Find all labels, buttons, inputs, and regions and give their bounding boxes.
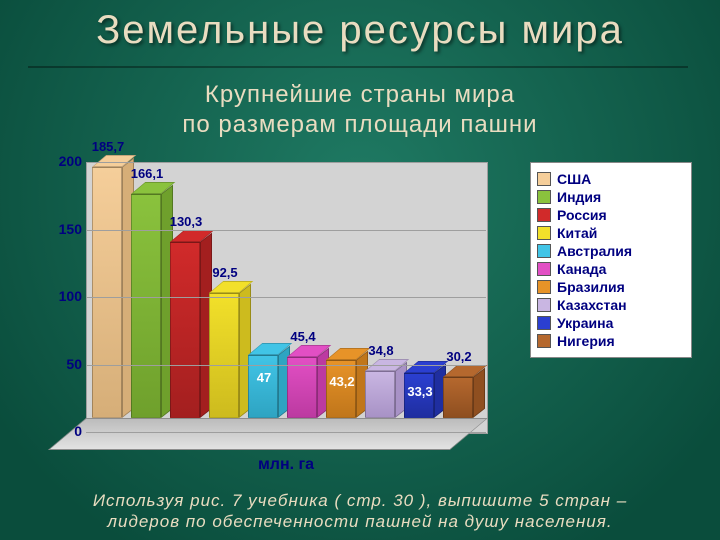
legend-label: Китай <box>557 225 597 241</box>
bar-chart: 185,7166,1130,392,54745,443,234,833,330,… <box>24 156 696 486</box>
bar-value-label: 92,5 <box>195 265 255 280</box>
legend-label: Индия <box>557 189 601 205</box>
footer-note: Используя рис. 7 учебника ( стр. 30 ), в… <box>0 490 720 533</box>
bar-value-label: 130,3 <box>156 214 216 229</box>
legend-swatch <box>537 316 551 330</box>
subtitle-line2: по размерам площади пашни <box>182 111 537 138</box>
legend-swatch <box>537 226 551 240</box>
bar-value-label: 33,3 <box>390 384 450 399</box>
legend-label: Бразилия <box>557 279 625 295</box>
bar-8: 33,3 <box>404 373 434 418</box>
legend-item: Индия <box>537 189 685 205</box>
legend-swatch <box>537 334 551 348</box>
legend-label: США <box>557 171 591 187</box>
bar-3: 92,5 <box>209 293 239 418</box>
legend-item: США <box>537 171 685 187</box>
subtitle: Крупнейшие страны мира по размерам площа… <box>0 80 720 140</box>
legend-swatch <box>537 172 551 186</box>
bar-value-label: 45,4 <box>273 329 333 344</box>
footer-line2: лидеров по обеспеченности пашней на душу… <box>107 512 612 531</box>
legend-item: Нигерия <box>537 333 685 349</box>
y-tick-label: 0 <box>54 423 82 439</box>
legend-item: Бразилия <box>537 279 685 295</box>
subtitle-line1: Крупнейшие страны мира <box>205 81 515 108</box>
legend-label: Россия <box>557 207 607 223</box>
bar-6: 43,2 <box>326 360 356 418</box>
bar-value-label: 43,2 <box>312 374 372 389</box>
legend-item: Казахстан <box>537 297 685 313</box>
legend-item: Австралия <box>537 243 685 259</box>
y-tick-label: 200 <box>54 153 82 169</box>
gridline <box>86 432 486 433</box>
y-tick-label: 50 <box>54 356 82 372</box>
legend-label: Украина <box>557 315 613 331</box>
legend-label: Казахстан <box>557 297 627 313</box>
bar-0: 185,7 <box>92 167 122 418</box>
legend-item: Канада <box>537 261 685 277</box>
y-tick-label: 100 <box>54 288 82 304</box>
x-axis-label: млн. га <box>86 456 486 474</box>
bar-front <box>443 377 473 418</box>
bar-value-label: 30,2 <box>429 349 489 364</box>
gridline <box>86 230 486 231</box>
legend-swatch <box>537 244 551 258</box>
bar-value-label: 34,8 <box>351 343 411 358</box>
slide: Земельные ресурсы мира Крупнейшие страны… <box>0 0 720 540</box>
legend-item: Россия <box>537 207 685 223</box>
gridline <box>86 162 486 163</box>
chart-legend: США Индия Россия Китай Австралия Канада Бразил… <box>530 162 692 358</box>
bar-front <box>209 293 239 418</box>
legend-swatch <box>537 298 551 312</box>
gridline <box>86 365 486 366</box>
legend-swatch <box>537 262 551 276</box>
page-title: Земельные ресурсы мира <box>0 8 720 53</box>
bar-9: 30,2 <box>443 377 473 418</box>
title-underline <box>28 66 688 68</box>
legend-item: Китай <box>537 225 685 241</box>
bar-value-label: 185,7 <box>78 139 138 154</box>
bar-front <box>92 167 122 418</box>
legend-swatch <box>537 208 551 222</box>
footer-line1: Используя рис. 7 учебника ( стр. 30 ), в… <box>93 491 627 510</box>
legend-label: Нигерия <box>557 333 615 349</box>
legend-label: Австралия <box>557 243 632 259</box>
legend-swatch <box>537 280 551 294</box>
legend-item: Украина <box>537 315 685 331</box>
gridline <box>86 297 486 298</box>
legend-label: Канада <box>557 261 606 277</box>
legend-swatch <box>537 190 551 204</box>
bar-value-label: 47 <box>234 370 294 385</box>
y-tick-label: 150 <box>54 221 82 237</box>
bar-value-label: 166,1 <box>117 166 177 181</box>
